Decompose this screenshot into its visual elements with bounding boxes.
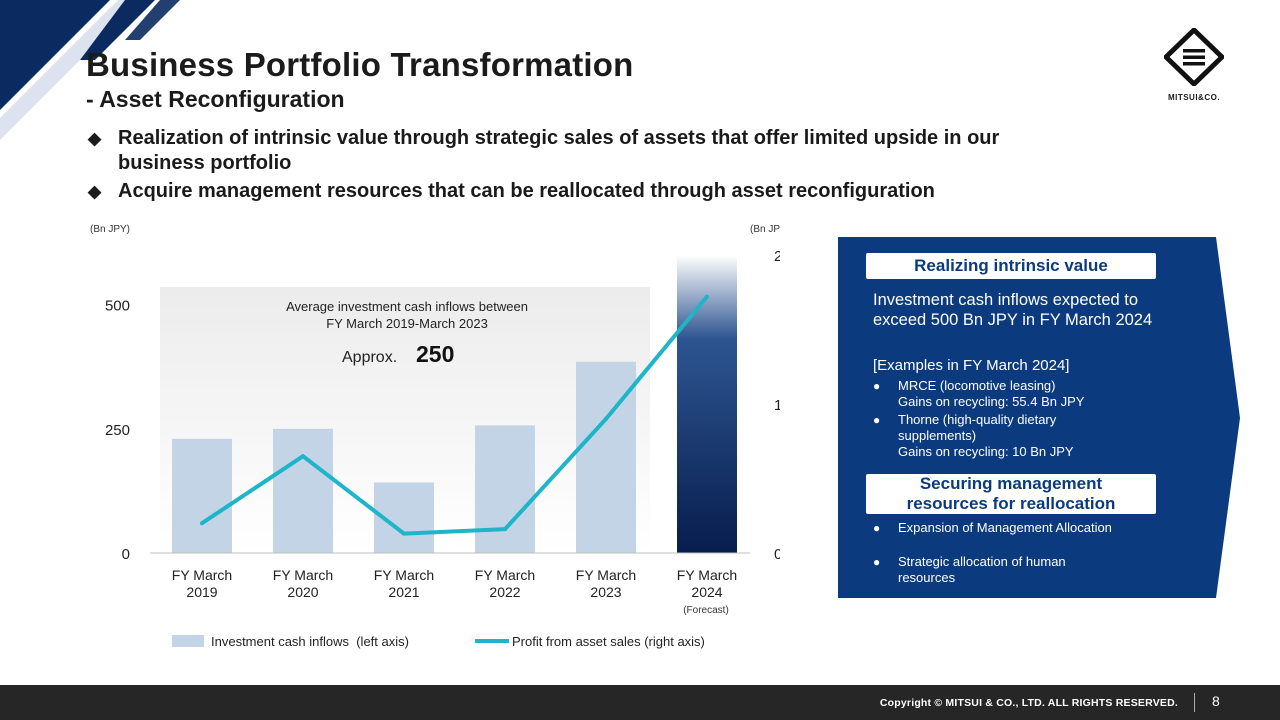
- diamond-icon: ◆: [88, 129, 102, 148]
- bullet-item: ◆ Realization of intrinsic value through…: [88, 126, 1088, 176]
- panel-main-text: Investment cash inflows expected to exce…: [873, 291, 1153, 329]
- left-axis-unit: (Bn JPY): [90, 224, 130, 235]
- line-point: [200, 521, 204, 526]
- x-tick-label: 2019: [186, 584, 217, 600]
- example-name: Thorne (high-quality dietary supplements…: [898, 412, 1057, 443]
- page-title: Business Portfolio Transformation: [86, 46, 634, 83]
- footer-divider: [1194, 693, 1195, 712]
- x-tick-label: FY March: [273, 567, 333, 583]
- line-point: [301, 454, 305, 459]
- line-point: [705, 294, 709, 299]
- right-tick-label: 0: [774, 546, 780, 563]
- x-tick-label: FY March: [172, 567, 232, 583]
- left-tick-label: 500: [105, 298, 130, 315]
- page-subtitle: - Asset Reconfiguration: [86, 86, 345, 112]
- panel-heading-resources: Securing management resources for reallo…: [866, 474, 1156, 514]
- panel-heading-line1: Securing management: [919, 474, 1103, 493]
- panel-heading-intrinsic: Realizing intrinsic value: [866, 253, 1156, 279]
- bar: [273, 428, 333, 553]
- annotation-value: 250: [416, 341, 454, 367]
- example-gain: Gains on recycling: 10 Bn JPY: [898, 444, 1074, 459]
- series-line: [200, 295, 709, 536]
- right-tick-label: 200: [774, 248, 780, 265]
- forecast-note: (Forecast): [683, 605, 729, 616]
- x-tick-label: 2020: [287, 584, 318, 600]
- x-tick-label: 2021: [388, 584, 419, 600]
- corner-decoration: [0, 0, 180, 140]
- logo-text: MITSUI&CO.: [1167, 93, 1221, 102]
- legend-bar-swatch: [172, 635, 204, 647]
- example-gain: Gains on recycling: 55.4 Bn JPY: [898, 394, 1085, 409]
- example-name: MRCE (locomotive leasing): [898, 378, 1056, 393]
- bullet-dot-icon: ●: [873, 521, 881, 535]
- footer: Copyright © MITSUI & CO., LTD. ALL RIGHT…: [0, 685, 1280, 720]
- x-tick-label: FY March: [677, 567, 737, 583]
- legend: Investment cash inflows (left axis) Prof…: [172, 634, 705, 649]
- line-point: [402, 531, 406, 536]
- x-tick-label: FY March: [576, 567, 636, 583]
- annotation-prefix: Approx.: [342, 349, 397, 366]
- page-number: 8: [1212, 693, 1220, 709]
- legend-line-label: Profit from asset sales (right axis): [512, 634, 705, 649]
- legend-bar-label: Investment cash inflows (left axis): [211, 634, 409, 649]
- resource-text: Strategic allocation of human resources: [898, 554, 1066, 585]
- x-tick-label: FY March: [374, 567, 434, 583]
- bullet-list: ◆ Realization of intrinsic value through…: [88, 126, 1088, 207]
- resource-text: Expansion of Management Allocation: [898, 520, 1112, 535]
- info-panel: Realizing intrinsic value Investment cas…: [838, 237, 1178, 597]
- bullet-dot-icon: ●: [873, 555, 881, 569]
- x-tick-label: FY March: [475, 567, 535, 583]
- bar: [677, 255, 737, 553]
- bullet-text: Acquire management resources that can be…: [118, 180, 935, 202]
- legend-line-swatch: [475, 639, 509, 643]
- left-tick-label: 0: [122, 546, 130, 563]
- x-tick-label: 2022: [489, 584, 520, 600]
- mitsui-logo: MITSUI&CO.: [1158, 26, 1230, 102]
- diamond-icon: ◆: [88, 182, 102, 201]
- right-axis-unit: (Bn JPY): [750, 224, 780, 235]
- line-point: [503, 527, 507, 532]
- annotation-line2: FY March 2019-March 2023: [326, 316, 488, 331]
- bar: [475, 425, 535, 553]
- left-tick-label: 250: [105, 422, 130, 439]
- x-tick-label: 2023: [590, 584, 621, 600]
- bar: [172, 438, 232, 553]
- line-point: [604, 416, 608, 421]
- bullet-dot-icon: ●: [873, 379, 881, 393]
- annotation-line1: Average investment cash inflows between: [286, 299, 528, 314]
- bullet-dot-icon: ●: [873, 413, 881, 427]
- right-tick-label: 100: [774, 397, 780, 414]
- x-tick-label: 2024: [691, 584, 722, 600]
- copyright-text: Copyright © MITSUI & CO., LTD. ALL RIGHT…: [879, 697, 1178, 709]
- mitsui-logo-icon: [1162, 26, 1226, 88]
- bullet-text: Realization of intrinsic value through s…: [118, 127, 1000, 174]
- panel-heading-line2: resources for reallocation: [906, 494, 1116, 513]
- bullet-item: ◆ Acquire management resources that can …: [88, 179, 1088, 204]
- examples-title: [Examples in FY March 2024]: [873, 357, 1070, 374]
